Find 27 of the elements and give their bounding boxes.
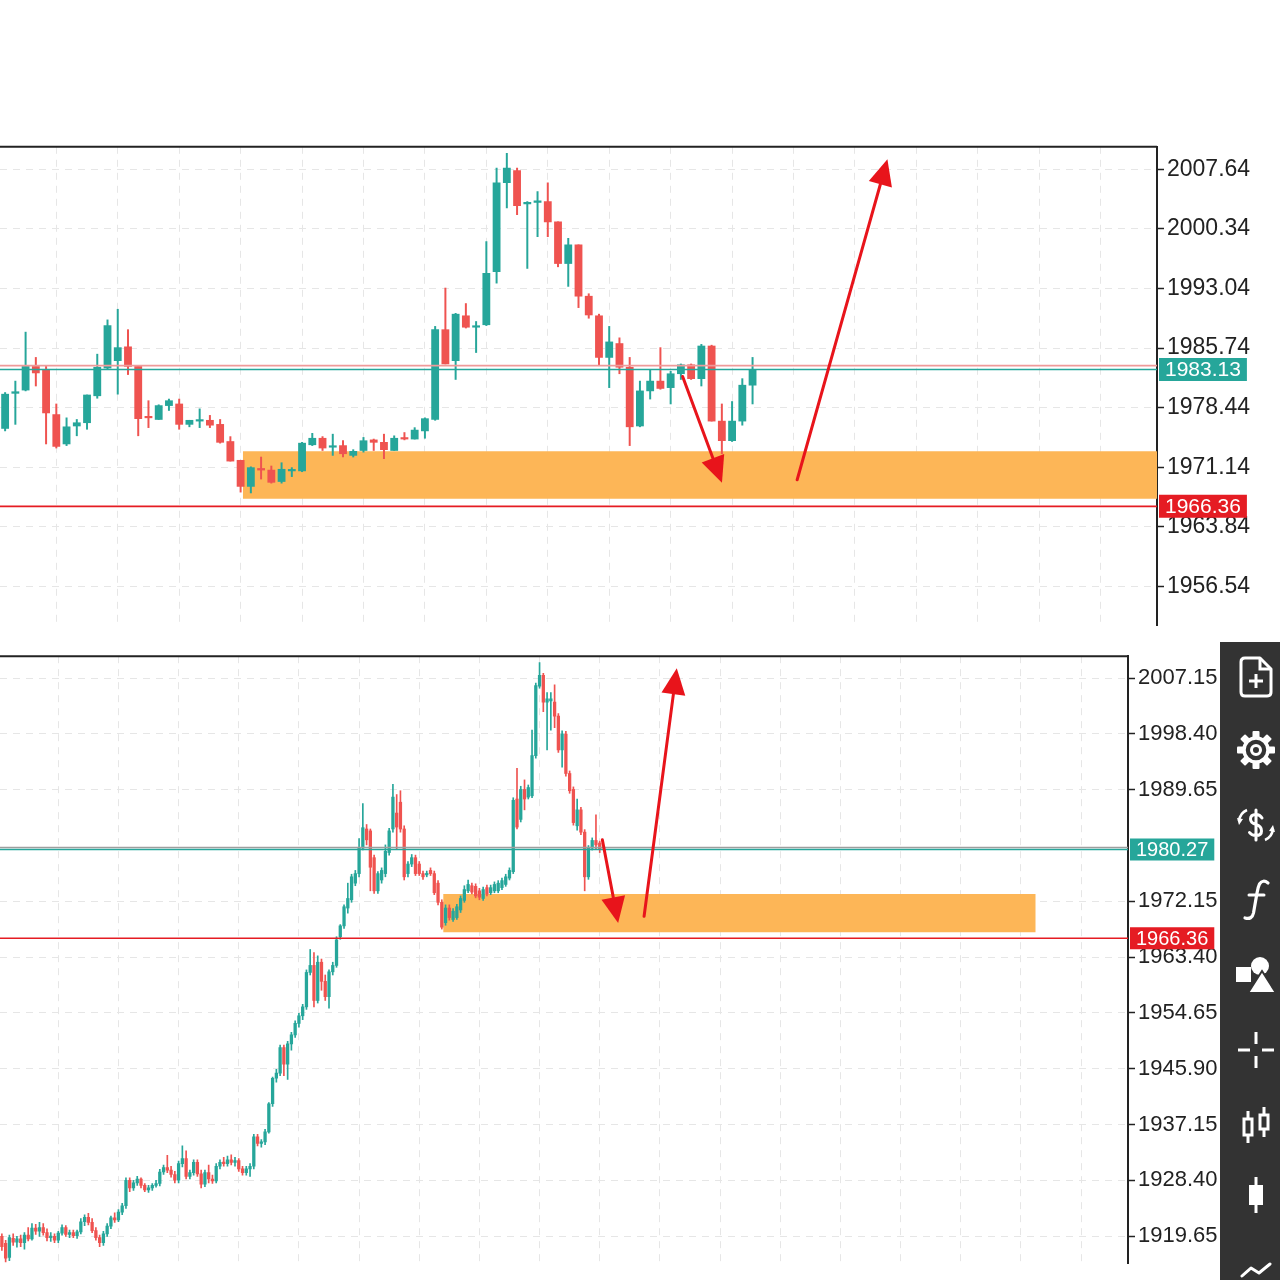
- ref-line-label: 1966.36: [1165, 494, 1241, 518]
- y-tick-label: 1978.44: [1167, 393, 1251, 420]
- y-tick-label: 1998.40: [1138, 720, 1218, 746]
- y-tick-label: 1985.74: [1167, 333, 1251, 360]
- candlestick: [15, 1236, 19, 1248]
- y-tick-label: 1989.65: [1138, 775, 1218, 801]
- ref-line-label: 1983.13: [1165, 357, 1241, 381]
- candlestick: [545, 692, 549, 751]
- y-tick-label: 1945.90: [1138, 1054, 1218, 1080]
- candlestick: [472, 321, 481, 353]
- candlestick: [11, 380, 20, 425]
- y-tick-label: 1956.54: [1167, 571, 1251, 598]
- y-tick-label: 2007.15: [1138, 664, 1218, 690]
- y-tick-label: 1954.65: [1138, 998, 1218, 1024]
- y-tick-label: 1928.40: [1138, 1166, 1218, 1192]
- y-tick-label: 1993.04: [1167, 273, 1251, 300]
- candlestick: [533, 191, 542, 237]
- y-tick-label: 1971.14: [1167, 452, 1251, 479]
- ref-line-label: 1966.36: [1136, 926, 1209, 949]
- ref-line-label: 1980.27: [1136, 838, 1209, 861]
- candlestick: [594, 814, 598, 850]
- y-tick-label: 1937.15: [1138, 1110, 1218, 1136]
- y-tick-label: 2007.64: [1167, 154, 1251, 181]
- y-tick-label: 1919.65: [1138, 1222, 1218, 1248]
- y-tick-label: 2000.34: [1167, 214, 1251, 241]
- y-tick-label: 1972.15: [1138, 887, 1218, 913]
- candlestick: [523, 201, 532, 269]
